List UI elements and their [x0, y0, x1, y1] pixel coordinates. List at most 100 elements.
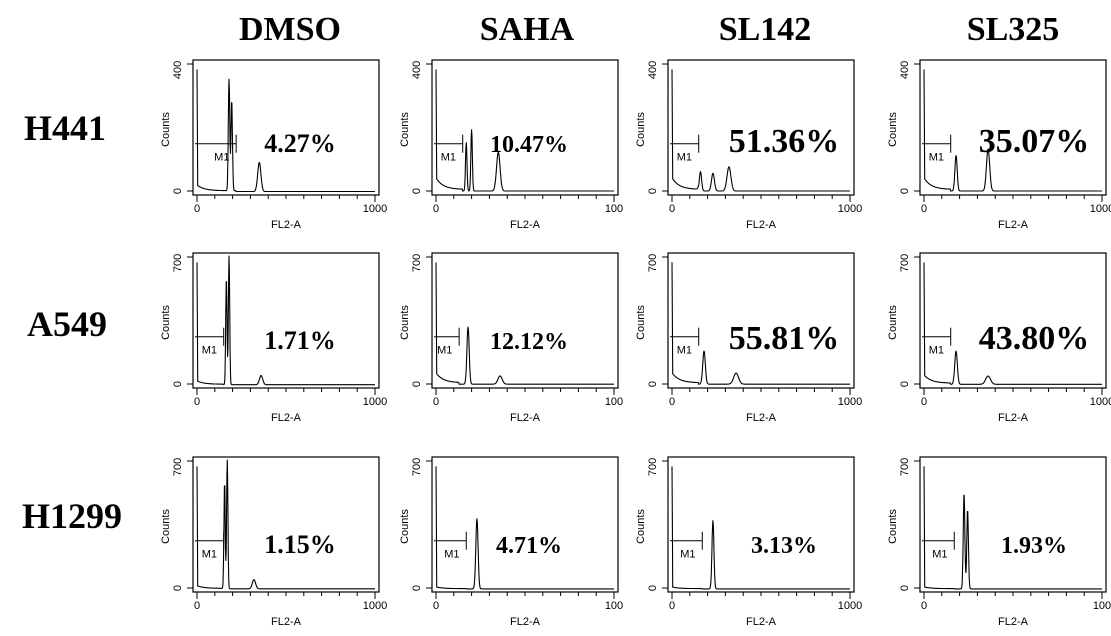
gate-m1-label: M1 [214, 152, 229, 164]
x-axis-label: FL2-A [271, 219, 302, 231]
y-axis-label: Counts [887, 305, 899, 340]
panel-h1299-sl142: 0 700 Counts 0 1000 FL2-A M1 3.13% [635, 456, 862, 628]
column-title-sl142: SL142 [719, 11, 812, 48]
x-tick-label-zero: 0 [669, 203, 675, 215]
subg1-percent-label: 3.13% [751, 533, 817, 559]
y-tick-label-max: 400 [411, 61, 423, 79]
histogram-trace [435, 262, 615, 385]
histogram-trace [196, 459, 376, 590]
gate-m1-label: M1 [932, 549, 947, 561]
panel-h441-sl142: 0 400 Counts 0 1000 FL2-A M1 51.36% [635, 59, 862, 231]
y-tick-label-zero: 0 [172, 381, 184, 387]
subg1-percent-label: 12.12% [490, 329, 568, 355]
plot-frame [192, 59, 380, 196]
x-axis-label: FL2-A [998, 616, 1029, 628]
x-tick-label-max: 1000 [838, 203, 862, 215]
x-tick-label-zero: 0 [921, 203, 927, 215]
plot-frame [919, 456, 1107, 593]
y-tick-label-zero: 0 [647, 381, 659, 387]
panel-a549-saha: 0 700 Counts 0 100 FL2-A M1 12.12% [399, 252, 623, 424]
gate-m1-label: M1 [680, 549, 695, 561]
gate-m1-label: M1 [444, 549, 459, 561]
y-tick-label-zero: 0 [899, 585, 911, 591]
row-label-h441: H441 [24, 108, 106, 148]
panel-h441-dmso: 0 400 Counts 0 1000 FL2-A M1 4.27% [160, 59, 387, 231]
x-tick-label-max: 1000 [363, 203, 387, 215]
subg1-percent-label: 10.47% [490, 132, 568, 158]
plot-frame [431, 456, 619, 593]
x-axis-label: FL2-A [510, 616, 541, 628]
panel-h1299-dmso: 0 700 Counts 0 1000 FL2-A M1 1.15% [160, 456, 387, 628]
x-tick-label-max: 1000 [838, 600, 862, 612]
x-axis-label: FL2-A [998, 219, 1029, 231]
gate-m1-label: M1 [202, 345, 217, 357]
y-axis-label: Counts [160, 509, 172, 544]
x-tick-label-max: 1000 [363, 396, 387, 408]
histogram-trace [435, 69, 615, 192]
x-axis-label: FL2-A [510, 412, 541, 424]
gate-m1-label: M1 [441, 152, 456, 164]
histogram-trace [196, 69, 376, 193]
histogram-trace [923, 262, 1103, 385]
x-axis-label: FL2-A [746, 616, 777, 628]
x-tick-label-max: 100 [605, 203, 623, 215]
subg1-percent-label: 1.71% [264, 326, 336, 355]
row-label-a549: A549 [27, 304, 107, 344]
subg1-percent-label: 43.80% [979, 320, 1090, 357]
y-tick-label-zero: 0 [899, 188, 911, 194]
y-axis-label: Counts [635, 509, 647, 544]
x-axis-label: FL2-A [510, 219, 541, 231]
histogram-trace [923, 466, 1103, 590]
y-tick-label-max: 700 [411, 458, 423, 476]
y-tick-label-max: 700 [899, 254, 911, 272]
subg1-percent-label: 4.71% [496, 533, 562, 559]
y-axis-label: Counts [635, 305, 647, 340]
x-tick-label-zero: 0 [194, 203, 200, 215]
x-axis-label: FL2-A [271, 412, 302, 424]
gate-m1-label: M1 [677, 345, 692, 357]
x-axis-label: FL2-A [998, 412, 1029, 424]
histogram-trace [671, 466, 851, 590]
y-tick-label-max: 700 [411, 254, 423, 272]
y-tick-label-max: 700 [899, 458, 911, 476]
x-tick-label-zero: 0 [921, 396, 927, 408]
gate-m1-label: M1 [929, 345, 944, 357]
x-tick-label-max: 100 [605, 600, 623, 612]
y-tick-label-zero: 0 [172, 188, 184, 194]
panel-h1299-sl325: 0 700 Counts 0 100 FL2-A M1 1.93% [887, 456, 1111, 628]
x-tick-label-max: 100 [605, 396, 623, 408]
subg1-percent-label: 35.07% [979, 123, 1090, 160]
x-tick-label-zero: 0 [433, 203, 439, 215]
y-tick-label-zero: 0 [172, 585, 184, 591]
gate-m1-label: M1 [202, 549, 217, 561]
subg1-percent-label: 55.81% [729, 320, 840, 357]
histogram-trace [923, 69, 1103, 192]
plot-frame [667, 456, 855, 593]
y-axis-label: Counts [887, 112, 899, 147]
x-tick-label-zero: 0 [433, 396, 439, 408]
histogram-trace [671, 262, 851, 385]
y-axis-label: Counts [399, 305, 411, 340]
x-tick-label-max: 100 [1093, 600, 1111, 612]
y-axis-label: Counts [887, 509, 899, 544]
y-tick-label-zero: 0 [411, 188, 423, 194]
gate-m1-label: M1 [677, 152, 692, 164]
y-tick-label-max: 400 [899, 61, 911, 79]
y-axis-label: Counts [399, 112, 411, 147]
x-tick-label-max: 1000 [1090, 396, 1111, 408]
panel-h441-sl325: 0 400 Counts 0 1000 FL2-A M1 35.07% [887, 59, 1111, 231]
x-axis-label: FL2-A [271, 616, 302, 628]
plot-frame [431, 252, 619, 389]
plot-frame [431, 59, 619, 196]
panel-h441-saha: 0 400 Counts 0 100 FL2-A M1 10.47% [399, 59, 623, 231]
y-tick-label-zero: 0 [411, 585, 423, 591]
y-tick-label-zero: 0 [411, 381, 423, 387]
x-tick-label-max: 1000 [1090, 203, 1111, 215]
y-axis-label: Counts [160, 305, 172, 340]
y-tick-label-zero: 0 [647, 585, 659, 591]
column-title-dmso: DMSO [239, 11, 341, 48]
gate-m1-label: M1 [437, 345, 452, 357]
x-tick-label-zero: 0 [194, 396, 200, 408]
